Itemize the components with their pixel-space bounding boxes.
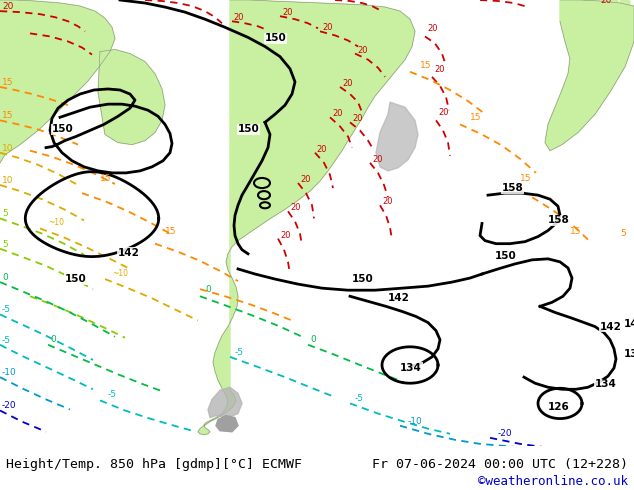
Text: 150: 150 bbox=[65, 274, 87, 284]
Text: 150: 150 bbox=[52, 124, 74, 134]
Text: 15: 15 bbox=[165, 226, 176, 236]
Text: Fr 07-06-2024 00:00 UTC (12+228): Fr 07-06-2024 00:00 UTC (12+228) bbox=[372, 458, 628, 471]
Text: 20: 20 bbox=[300, 175, 311, 184]
Text: 20: 20 bbox=[357, 46, 368, 54]
Polygon shape bbox=[0, 0, 115, 163]
Text: 0: 0 bbox=[2, 273, 8, 282]
Text: 15: 15 bbox=[420, 61, 432, 70]
Text: -5: -5 bbox=[2, 305, 11, 315]
Text: 150: 150 bbox=[352, 274, 374, 284]
Text: -5: -5 bbox=[235, 348, 244, 357]
Text: -10: -10 bbox=[2, 368, 16, 377]
Text: 150: 150 bbox=[495, 251, 517, 261]
Text: 20: 20 bbox=[322, 24, 332, 32]
Text: 134: 134 bbox=[400, 363, 422, 373]
Polygon shape bbox=[545, 0, 634, 150]
Text: 15: 15 bbox=[100, 174, 112, 183]
Text: -5: -5 bbox=[2, 336, 11, 345]
Text: 158: 158 bbox=[502, 183, 524, 193]
Text: 20: 20 bbox=[290, 203, 301, 212]
Text: 20: 20 bbox=[382, 197, 392, 206]
Text: ~10: ~10 bbox=[112, 269, 128, 278]
Text: 20: 20 bbox=[342, 79, 353, 88]
Text: 20: 20 bbox=[282, 8, 292, 17]
Text: 142: 142 bbox=[600, 321, 622, 332]
Text: 20: 20 bbox=[600, 0, 611, 5]
Text: 10: 10 bbox=[2, 144, 13, 153]
Text: 142: 142 bbox=[624, 318, 634, 329]
Text: -20: -20 bbox=[2, 401, 16, 411]
Circle shape bbox=[602, 0, 618, 8]
Text: 20: 20 bbox=[316, 145, 327, 154]
Text: 158: 158 bbox=[548, 216, 570, 225]
Text: 5: 5 bbox=[2, 240, 8, 249]
Text: 5: 5 bbox=[620, 229, 626, 238]
Text: 142: 142 bbox=[118, 248, 140, 258]
Text: 20: 20 bbox=[2, 2, 13, 11]
Text: 0: 0 bbox=[205, 285, 210, 294]
Text: 20: 20 bbox=[490, 0, 501, 2]
Polygon shape bbox=[208, 387, 242, 417]
Text: 150: 150 bbox=[238, 124, 260, 134]
Text: 20: 20 bbox=[280, 231, 290, 240]
Text: 150: 150 bbox=[265, 33, 287, 44]
Text: 20: 20 bbox=[438, 108, 448, 117]
Text: 15: 15 bbox=[520, 174, 531, 183]
Text: -5: -5 bbox=[108, 391, 117, 399]
Text: 20: 20 bbox=[332, 109, 342, 118]
Text: ~10: ~10 bbox=[48, 219, 64, 227]
Text: -10: -10 bbox=[408, 416, 423, 426]
Text: 20: 20 bbox=[233, 13, 243, 22]
Text: 142: 142 bbox=[388, 294, 410, 303]
Text: 0: 0 bbox=[310, 335, 316, 344]
Circle shape bbox=[620, 0, 630, 8]
Text: 20: 20 bbox=[372, 155, 382, 164]
Text: ©weatheronline.co.uk: ©weatheronline.co.uk bbox=[477, 475, 628, 488]
Text: 15: 15 bbox=[570, 226, 581, 236]
Text: 20: 20 bbox=[352, 114, 363, 123]
Polygon shape bbox=[216, 416, 238, 432]
Text: 0: 0 bbox=[50, 335, 56, 344]
Polygon shape bbox=[376, 102, 418, 171]
Polygon shape bbox=[98, 49, 165, 145]
Text: 20: 20 bbox=[340, 0, 351, 2]
Text: 134: 134 bbox=[595, 379, 617, 389]
Text: 126: 126 bbox=[548, 401, 570, 412]
Text: 134: 134 bbox=[624, 349, 634, 359]
Text: 15: 15 bbox=[470, 113, 481, 122]
Polygon shape bbox=[198, 0, 415, 435]
Text: 20: 20 bbox=[427, 24, 437, 33]
Text: 10: 10 bbox=[2, 176, 13, 185]
Text: Height/Temp. 850 hPa [gdmp][°C] ECMWF: Height/Temp. 850 hPa [gdmp][°C] ECMWF bbox=[6, 458, 302, 471]
Text: 20: 20 bbox=[434, 65, 444, 74]
Text: -20: -20 bbox=[498, 429, 513, 438]
Text: -5: -5 bbox=[355, 394, 364, 403]
Text: 15: 15 bbox=[2, 78, 13, 87]
Text: 20: 20 bbox=[155, 0, 166, 2]
Text: 15: 15 bbox=[2, 111, 13, 121]
Text: 5: 5 bbox=[2, 209, 8, 219]
